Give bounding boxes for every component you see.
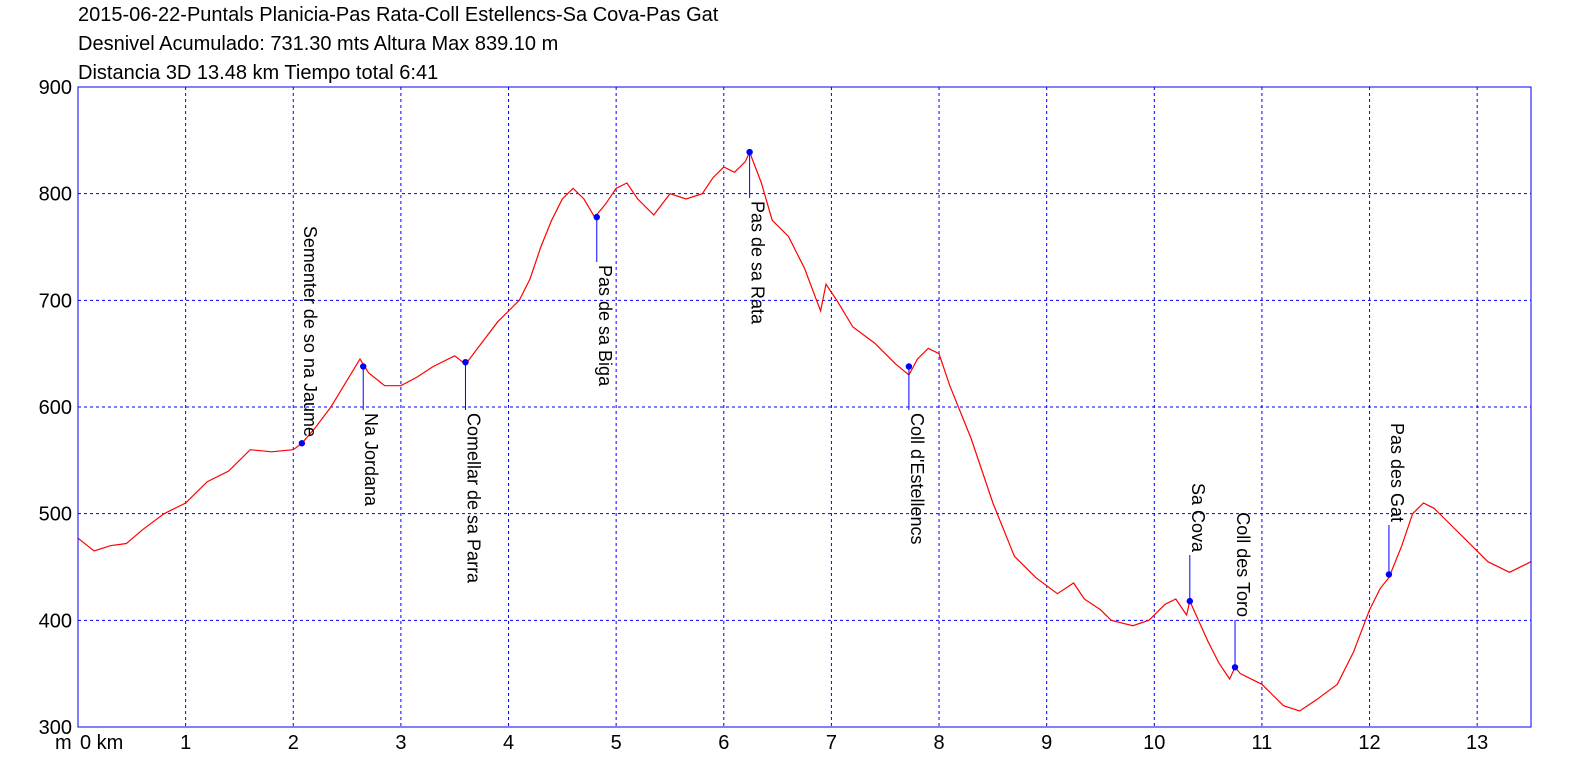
waypoint-label-6: Sa Cova <box>1188 483 1208 553</box>
y-tick-label-500: 500 <box>39 504 72 526</box>
waypoint-marker-6 <box>1186 597 1194 605</box>
waypoint-marker-3 <box>593 213 600 221</box>
elevation-line <box>77 150 1532 712</box>
waypoint-marker-7 <box>1231 664 1239 671</box>
y-tick-label-900: 900 <box>39 77 72 99</box>
chart-title-line-3: Distancia 3D 13.48 km Tiempo total 6:41 <box>78 62 439 84</box>
x-axis-ticks: 0 km 1 2 3 4 5 6 7 8 9 10 11 12 13 <box>80 732 1488 754</box>
x-tick-label-5: 5 <box>611 732 622 754</box>
x-tick-label-6: 6 <box>718 732 729 754</box>
waypoint-markers: Sementer de so na Jaume Na Jordana Comella… <box>298 148 1407 671</box>
x-tick-label-7: 7 <box>826 732 837 754</box>
waypoint-marker-2 <box>462 359 469 366</box>
x-tick-label-0: 0 km <box>80 732 123 754</box>
waypoint-label-0: Sementer de so na Jaume <box>300 226 320 437</box>
y-tick-label-600: 600 <box>39 397 72 419</box>
waypoint-label-1: Na Jordana <box>361 413 381 507</box>
waypoint-label-3: Pas de sa Biga <box>595 265 615 387</box>
x-tick-label-11: 11 <box>1252 732 1273 754</box>
waypoint-marker-4 <box>746 148 753 156</box>
x-tick-label-12: 12 <box>1358 732 1380 754</box>
waypoint-marker-1 <box>360 363 367 370</box>
x-tick-label-13: 13 <box>1466 732 1488 754</box>
plot-frame <box>77 86 1532 728</box>
waypoint-label-7: Coll des Toro <box>1233 512 1253 617</box>
y-tick-label-800: 800 <box>39 184 72 206</box>
y-axis-ticks: 300 400 500 600 700 800 900 <box>39 77 72 739</box>
y-tick-label-300: 300 <box>39 717 72 739</box>
x-tick-label-1: 1 <box>180 732 191 754</box>
waypoint-marker-5 <box>905 363 913 370</box>
x-tick-label-2: 2 <box>288 732 299 754</box>
chart-title-line-2: Desnivel Acumulado: 731.30 mts Altura Ma… <box>78 33 559 55</box>
x-tick-label-9: 9 <box>1041 732 1052 754</box>
waypoint-marker-0 <box>298 440 306 447</box>
x-tick-label-8: 8 <box>933 732 944 754</box>
waypoint-label-2: Comellar de sa Parra <box>463 413 483 584</box>
x-tick-label-4: 4 <box>503 732 514 754</box>
y-axis-unit-label: m <box>55 732 72 754</box>
y-tick-label-400: 400 <box>39 610 72 632</box>
elevation-profile <box>77 150 1532 712</box>
waypoint-marker-8 <box>1385 571 1393 578</box>
y-tick-label-700: 700 <box>39 290 72 312</box>
chart-title-line-1: 2015-06-22-Puntals Planicia-Pas Rata-Col… <box>78 4 719 26</box>
waypoint-label-8: Pas des Gat <box>1387 423 1407 522</box>
x-tick-label-10: 10 <box>1143 732 1165 754</box>
waypoint-label-5: Coll d'Estellencs <box>907 413 927 545</box>
x-tick-label-3: 3 <box>395 732 406 754</box>
waypoint-label-4: Pas de sa Rata <box>748 201 768 325</box>
grid-lines <box>78 87 1531 727</box>
